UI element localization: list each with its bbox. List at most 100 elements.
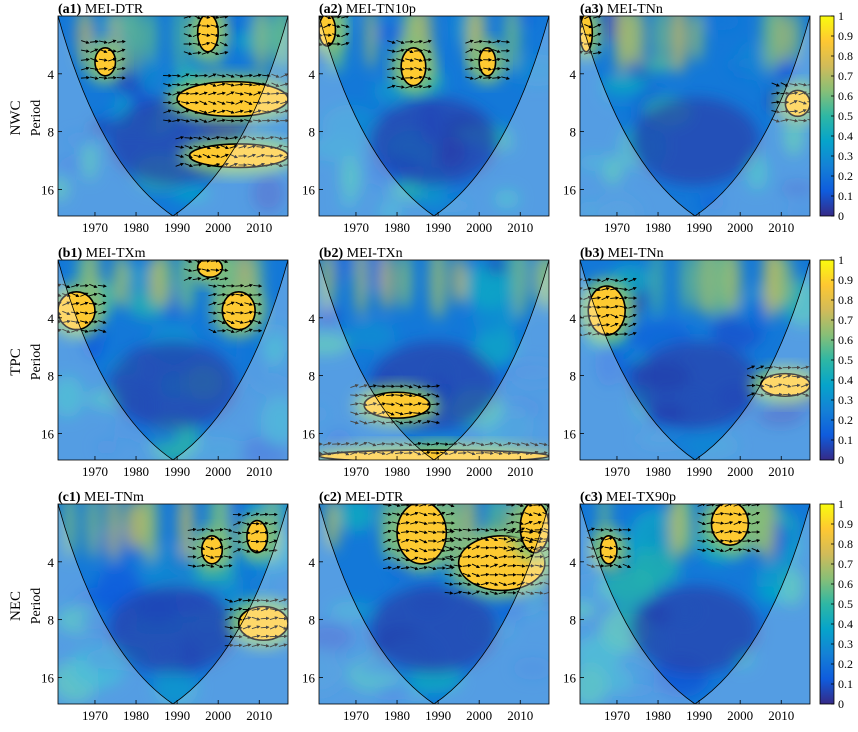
colorbar-tick-label: 0.1 [838, 677, 853, 691]
phase-arrow [580, 286, 583, 291]
phase-arrow [89, 67, 99, 71]
phase-arrow [233, 548, 242, 553]
phase-arrow [386, 450, 395, 456]
phase-arrow [494, 461, 502, 463]
phase-arrow [534, 564, 544, 568]
phase-arrow [70, 320, 80, 324]
texture-blob [58, 176, 69, 202]
colorbar-tick-label: 0.6 [838, 89, 853, 103]
phase-arrow [98, 301, 107, 306]
coherence-field [580, 504, 810, 704]
texture-streak [142, 504, 158, 564]
phase-arrow [44, 294, 52, 295]
phase-arrow [453, 537, 463, 541]
phase-arrow [242, 634, 252, 639]
phase-arrow [584, 16, 593, 20]
phase-arrow [283, 164, 288, 166]
x-tick-label: 2010 [768, 708, 794, 723]
phase-arrow [323, 461, 331, 462]
phase-arrow [233, 607, 243, 612]
phase-arrow [396, 75, 405, 80]
phase-arrow [253, 320, 262, 324]
phase-arrow [62, 310, 71, 315]
phase-arrow [368, 442, 377, 447]
texture-blob [596, 195, 641, 216]
phase-arrow [430, 442, 440, 446]
phase-arrow [58, 328, 62, 333]
phase-arrow [201, 276, 211, 281]
phase-arrow [751, 538, 761, 543]
phase-arrow [542, 495, 550, 498]
phase-arrow [807, 84, 810, 86]
texture-blob [510, 54, 549, 87]
phase-arrow [341, 450, 350, 456]
panel-c2: (c2) MEI-DTR 1970 1980 1990 2000 2010 4 8 16 [302, 490, 550, 723]
phase-arrow [80, 66, 90, 71]
phase-arrow [431, 420, 440, 425]
phase-arrow [413, 411, 423, 416]
phase-arrow [764, 383, 774, 388]
coherence-peak [364, 392, 430, 419]
phase-arrow [610, 332, 620, 337]
phase-arrow [506, 520, 515, 525]
phase-arrow [319, 451, 323, 456]
phase-arrow [172, 91, 181, 96]
phase-arrow [524, 512, 533, 517]
phase-arrow [387, 66, 396, 71]
phase-arrow [622, 546, 632, 550]
phase-arrow [88, 328, 98, 333]
texture-blob [580, 603, 597, 618]
texture-blob [319, 302, 338, 329]
plot-frame [57, 15, 289, 217]
phase-arrow [392, 557, 401, 562]
phase-arrow [809, 393, 810, 394]
colorbar-tick-label: 0.7 [838, 313, 853, 327]
phase-arrow [226, 83, 235, 87]
phase-arrow [543, 528, 549, 532]
texture-streak [281, 16, 288, 70]
phase-arrow [201, 268, 211, 273]
x-tick-label: 1980 [123, 464, 149, 479]
phase-arrow [341, 32, 350, 38]
phase-arrow [287, 609, 288, 611]
high-coherence-layer [58, 260, 266, 338]
significance-contour [784, 89, 810, 118]
phase-arrow [484, 451, 494, 455]
y-tick-label: 16 [563, 670, 577, 685]
phase-arrow [782, 374, 792, 379]
phase-arrow [217, 91, 226, 96]
phase-arrow [462, 572, 472, 577]
phase-arrow [244, 293, 254, 297]
phase-arrow [471, 545, 481, 550]
phase-arrow [746, 365, 756, 370]
phase-arrow [350, 402, 359, 406]
phase-arrow [181, 73, 190, 78]
phase-arrow [235, 82, 244, 87]
texture-blob [756, 76, 786, 91]
phase-arrow [187, 527, 197, 532]
x-tick-label: 1970 [82, 464, 108, 479]
texture-streak [761, 16, 780, 74]
phase-arrow [746, 392, 756, 397]
phase-arrow [404, 411, 414, 415]
phase-arrow [715, 521, 725, 525]
phase-arrow [201, 41, 211, 46]
phase-arrow [396, 85, 405, 89]
phase-arrow [253, 284, 263, 288]
phase-arrow [566, 8, 574, 9]
phase-arrow [580, 16, 584, 20]
phase-arrow [289, 110, 297, 113]
phase-arrow [332, 24, 341, 29]
phase-arrow [780, 118, 790, 122]
significance-contour [519, 504, 549, 554]
colorbar-tick-label: 0.7 [838, 557, 853, 571]
coherence-field [58, 16, 297, 216]
phase-arrow [269, 616, 279, 621]
panel-title-tag: (a2) [319, 2, 343, 17]
phase-arrow [471, 537, 481, 541]
colorbar-tick-label: 0.8 [838, 49, 853, 63]
phase-arrow [619, 287, 629, 292]
phase-arrow [697, 512, 707, 517]
y-tick-label: 8 [309, 613, 316, 628]
x-tick-label: 2000 [466, 464, 492, 479]
